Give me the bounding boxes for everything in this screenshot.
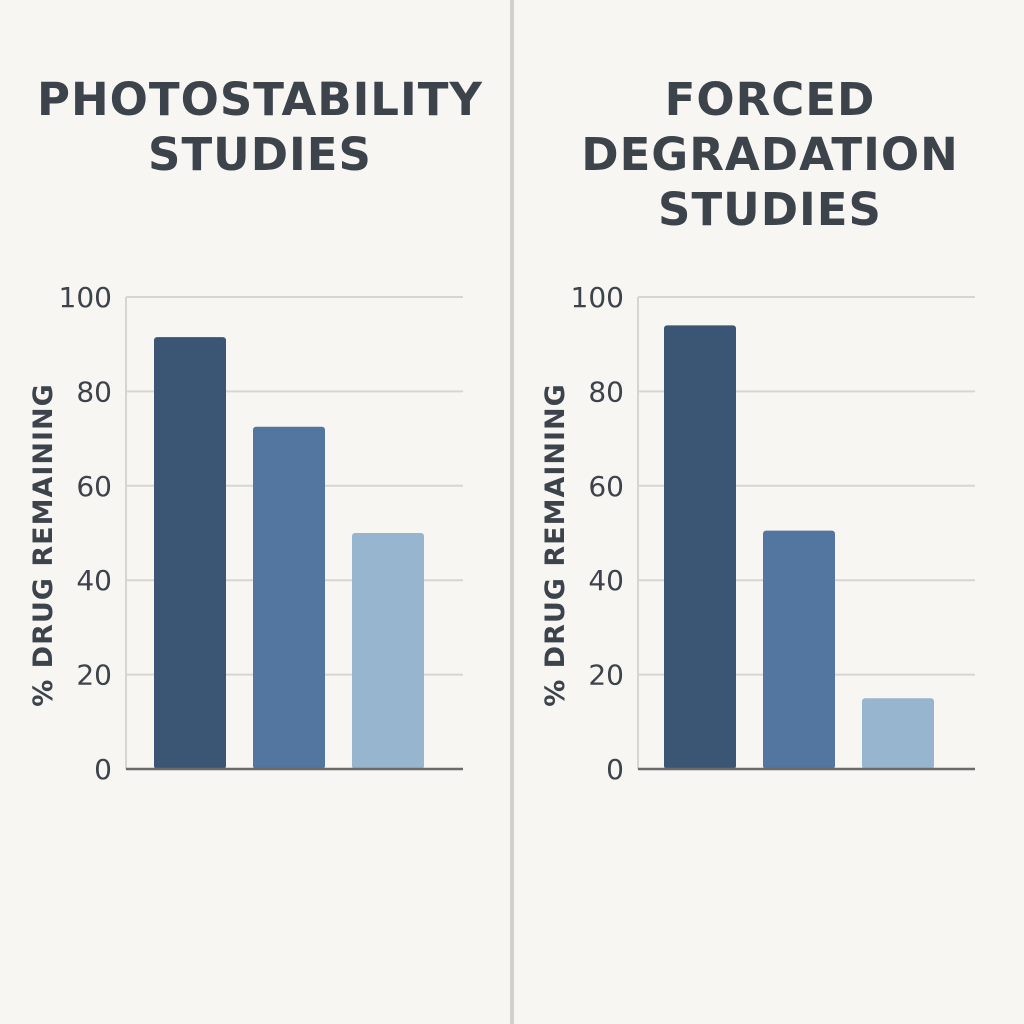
bar xyxy=(862,698,934,769)
y-tick-label: 80 xyxy=(588,375,624,408)
y-tick-label: 40 xyxy=(76,564,112,597)
y-tick-label: 0 xyxy=(606,753,624,786)
chart-title-line: DEGRADATION xyxy=(581,128,959,181)
chart-title-line: PHOTOSTABILITY xyxy=(37,73,483,126)
y-axis-label: % DRUG REMAINING xyxy=(540,383,571,707)
y-tick-label: 80 xyxy=(76,375,112,408)
y-tick-label: 100 xyxy=(59,281,112,314)
chart-title-line: FORCED xyxy=(665,73,876,126)
y-tick-label: 20 xyxy=(76,659,112,692)
y-tick-label: 60 xyxy=(588,470,624,503)
panel-divider xyxy=(510,0,514,1024)
bar xyxy=(154,337,226,769)
y-tick-label: 20 xyxy=(588,659,624,692)
y-tick-label: 40 xyxy=(588,564,624,597)
bar xyxy=(664,325,736,769)
y-axis-label: % DRUG REMAINING xyxy=(28,383,59,707)
y-tick-label: 60 xyxy=(76,470,112,503)
y-tick-label: 100 xyxy=(571,281,624,314)
bar xyxy=(352,533,424,769)
bar xyxy=(253,426,325,769)
chart-title-line: STUDIES xyxy=(658,183,882,236)
y-tick-label: 0 xyxy=(94,753,112,786)
chart-title-line: STUDIES xyxy=(148,128,372,181)
bar xyxy=(763,530,835,769)
